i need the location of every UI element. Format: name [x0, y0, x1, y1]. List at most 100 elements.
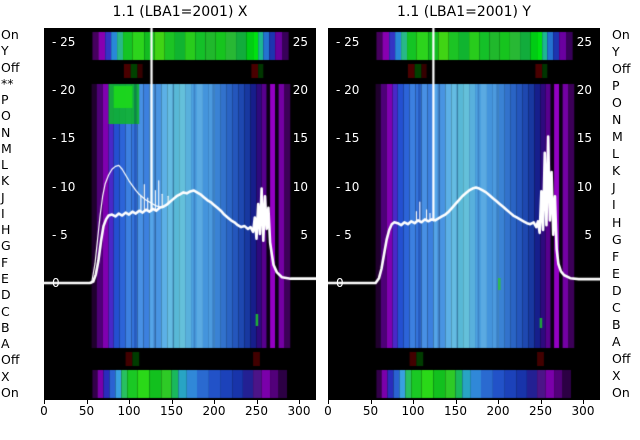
- channel-label: E: [1, 270, 9, 286]
- channel-label: F: [612, 248, 620, 264]
- x-tick-mark: [455, 400, 457, 404]
- channel-label: A: [1, 336, 10, 352]
- panel-y-title: 1.1 (LBA1=2001) Y: [397, 4, 531, 20]
- channel-label: K: [1, 173, 10, 189]
- channel-label: A: [612, 333, 621, 349]
- x-tick-label: 0: [324, 404, 332, 418]
- x-tick-mark: [328, 400, 329, 404]
- x-tick-mark: [583, 400, 584, 404]
- channel-label: O: [612, 95, 622, 111]
- x-tick-label: 100: [117, 404, 141, 418]
- channel-label: C: [1, 303, 10, 319]
- x-tick-label: 300: [287, 404, 311, 418]
- x-tick-mark: [370, 400, 372, 404]
- channel-label: D: [612, 282, 622, 298]
- channel-label: Y: [1, 43, 9, 59]
- y-tick-label: 0: [336, 276, 344, 290]
- channel-label: **: [1, 75, 14, 91]
- x-tick-mark: [256, 400, 258, 404]
- right-channel-labels: On Y Off P O N M L K J I H G F E D C B A Off X On: [612, 28, 630, 400]
- channel-label: Off: [612, 61, 631, 77]
- y-tick-label: 10: [292, 179, 308, 194]
- x-tick-mark: [86, 400, 88, 404]
- y-tick-label: 25: [292, 35, 308, 49]
- channel-label: J: [612, 180, 616, 196]
- panel-x: 1.1 (LBA1=2001) X - 25 - 20 - 15 - 10 - 5 0 2…: [40, 4, 316, 440]
- panel-x-title: 1.1 (LBA1=2001) X: [112, 4, 248, 20]
- x-tick-label: 0: [40, 404, 48, 418]
- panel-y: 1.1 (LBA1=2001) Y - 25 - 20 - 15 - 10 - 5 0 2…: [324, 4, 600, 440]
- x-tick-label: 100: [401, 404, 425, 418]
- y-tick-label: - 10: [336, 179, 360, 194]
- channel-label: On: [612, 27, 630, 42]
- y-tick-label: 20: [292, 83, 308, 98]
- channel-label: G: [1, 238, 11, 254]
- y-tick-label: 25: [576, 35, 592, 49]
- y-tick-label: 15: [292, 131, 308, 146]
- left-channel-labels: On Y Off ** P O N M L K J I H G F E D C B A Off X On: [1, 28, 19, 400]
- y-tick-label: - 5: [52, 227, 68, 242]
- channel-label: L: [612, 146, 619, 162]
- heatmap-canvas-x: [44, 28, 316, 400]
- y-tick-label: 15: [576, 131, 592, 146]
- x-tick-mark: [171, 400, 173, 404]
- channel-label: N: [612, 112, 622, 128]
- channel-label: B: [1, 319, 10, 335]
- channel-label: Off: [1, 352, 20, 368]
- y-tick-label: - 5: [336, 227, 352, 242]
- channel-label: K: [612, 163, 621, 179]
- heatmap-canvas-y: [328, 28, 600, 400]
- channel-label: F: [1, 254, 9, 270]
- channel-label: M: [1, 140, 12, 156]
- channel-label: X: [612, 367, 621, 383]
- channel-label: Y: [612, 44, 620, 60]
- x-tick-mark: [299, 400, 300, 404]
- x-tick-mark: [44, 400, 45, 404]
- channel-label: D: [1, 287, 11, 303]
- y-tick-label: - 20: [336, 83, 360, 98]
- channel-label: P: [1, 92, 9, 108]
- channel-label: N: [1, 124, 11, 140]
- channel-label: On: [1, 27, 19, 42]
- y-tick-label: 0: [52, 276, 60, 290]
- channel-label: J: [1, 189, 5, 205]
- channel-label: P: [612, 78, 620, 94]
- y-tick-label: - 10: [52, 179, 76, 194]
- channel-label: On: [612, 384, 630, 400]
- x-tick-label: 300: [571, 404, 595, 418]
- x-tick-mark: [214, 400, 215, 404]
- channel-label: E: [612, 265, 620, 281]
- x-tick-mark: [413, 400, 414, 404]
- y-tick-label: - 15: [336, 131, 360, 146]
- channel-label: On: [1, 384, 19, 400]
- y-tick-label: 10: [576, 179, 592, 194]
- channel-label: M: [612, 129, 623, 145]
- channel-label: C: [612, 299, 621, 315]
- channel-label: X: [1, 368, 10, 384]
- y-tick-label: - 20: [52, 83, 76, 98]
- x-tick-label: 150: [160, 404, 183, 418]
- channel-label: Off: [1, 59, 20, 75]
- y-tick-label: 5: [584, 227, 592, 242]
- x-tick-label: 250: [529, 404, 552, 418]
- channel-label: H: [1, 222, 11, 238]
- x-tick-label: 200: [202, 404, 226, 418]
- channel-label: I: [612, 197, 616, 213]
- channel-label: B: [612, 316, 621, 332]
- channel-label: L: [1, 157, 8, 173]
- x-tick-label: 150: [444, 404, 467, 418]
- channel-label: I: [1, 205, 5, 221]
- x-tick-mark: [129, 400, 130, 404]
- channel-label: H: [612, 214, 622, 230]
- y-tick-label: 5: [300, 227, 308, 242]
- channel-label: Off: [612, 350, 631, 366]
- x-tick-mark: [540, 400, 542, 404]
- channel-label: O: [1, 108, 11, 124]
- x-tick-label: 50: [78, 404, 95, 418]
- y-tick-label: - 25: [336, 35, 360, 49]
- x-tick-label: 200: [486, 404, 510, 418]
- x-tick-label: 250: [245, 404, 268, 418]
- x-tick-label: 50: [362, 404, 379, 418]
- y-tick-label: - 25: [52, 35, 76, 49]
